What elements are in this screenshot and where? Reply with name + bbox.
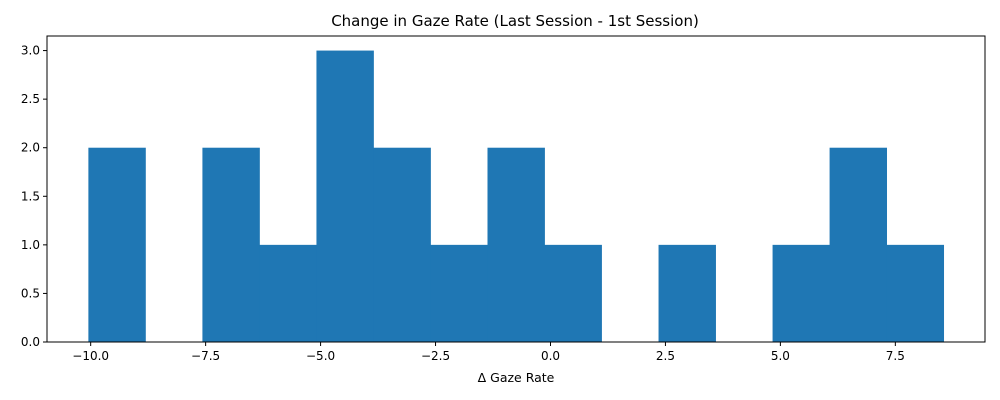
y-tick-label: 0.5 <box>21 286 40 300</box>
histogram-bar <box>316 50 374 342</box>
histogram-bar <box>886 244 945 342</box>
y-tick-label: 1.0 <box>21 238 40 252</box>
x-tick-label: 5.0 <box>771 349 790 363</box>
x-tick-label: −10.0 <box>72 349 109 363</box>
x-tick-label: −5.0 <box>306 349 335 363</box>
histogram-bar <box>829 147 888 342</box>
histogram-bar <box>658 244 716 342</box>
chart-title: Change in Gaze Rate (Last Session - 1st … <box>331 12 699 30</box>
histogram-bar <box>373 147 431 342</box>
x-tick-label: 7.5 <box>886 349 905 363</box>
histogram-bar <box>259 244 317 342</box>
y-tick-label: 1.5 <box>21 189 40 203</box>
x-tick-label: −7.5 <box>191 349 220 363</box>
histogram-bar <box>88 147 146 342</box>
y-tick-label: 2.5 <box>21 92 40 106</box>
x-axis-label: Δ Gaze Rate <box>478 370 555 385</box>
histogram-bar <box>202 147 260 342</box>
y-axis-ticks: 0.0 0.5 1.0 1.5 2.0 2.5 3.0 <box>21 44 47 349</box>
x-axis-ticks: −10.0 −7.5 −5.0 −2.5 0.0 2.5 5.0 7.5 <box>72 342 905 363</box>
y-tick-label: 0.0 <box>21 335 40 349</box>
x-tick-label: −2.5 <box>421 349 450 363</box>
y-tick-label: 3.0 <box>21 44 40 58</box>
x-tick-label: 0.0 <box>541 349 560 363</box>
y-tick-label: 2.0 <box>21 141 40 155</box>
histogram-bar <box>487 147 545 342</box>
x-tick-label: 2.5 <box>656 349 675 363</box>
plot-frame <box>46 35 986 343</box>
histogram-bar <box>430 244 488 342</box>
histogram-bar <box>772 244 830 342</box>
bars-group <box>88 50 945 342</box>
histogram-bar <box>544 244 602 342</box>
